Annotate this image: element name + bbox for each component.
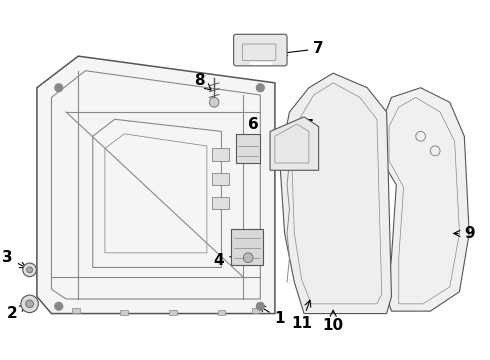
Text: 4: 4 <box>214 253 240 267</box>
Text: 2: 2 <box>6 306 26 321</box>
Polygon shape <box>382 88 469 311</box>
Text: 6: 6 <box>247 117 258 144</box>
Circle shape <box>55 302 63 310</box>
Text: 11: 11 <box>291 300 312 331</box>
Circle shape <box>26 267 32 273</box>
Text: 3: 3 <box>2 250 26 268</box>
Polygon shape <box>280 73 392 314</box>
Circle shape <box>55 84 63 91</box>
Polygon shape <box>37 56 275 314</box>
Bar <box>72 308 80 312</box>
Circle shape <box>209 98 219 107</box>
Bar <box>169 310 177 315</box>
Circle shape <box>256 84 264 91</box>
Bar <box>212 197 229 209</box>
Bar <box>251 308 259 312</box>
Text: 8: 8 <box>195 73 211 90</box>
Circle shape <box>244 253 253 262</box>
Polygon shape <box>231 229 263 265</box>
Bar <box>121 310 128 315</box>
Text: 1: 1 <box>259 306 285 326</box>
Polygon shape <box>270 117 318 170</box>
Circle shape <box>256 302 264 310</box>
Text: 10: 10 <box>322 310 344 333</box>
Bar <box>218 310 225 315</box>
Bar <box>212 173 229 185</box>
Text: 7: 7 <box>281 41 324 57</box>
Text: 9: 9 <box>454 226 474 241</box>
FancyBboxPatch shape <box>234 34 287 66</box>
Text: 5: 5 <box>293 119 314 143</box>
Bar <box>212 148 229 161</box>
Polygon shape <box>236 134 260 163</box>
Circle shape <box>23 263 36 276</box>
Circle shape <box>26 300 33 308</box>
Circle shape <box>21 295 38 312</box>
